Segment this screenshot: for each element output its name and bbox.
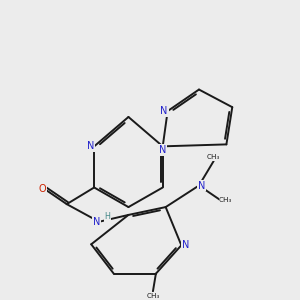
Text: N: N <box>198 181 206 190</box>
Text: N: N <box>93 217 100 227</box>
Text: N: N <box>160 106 168 116</box>
Text: H: H <box>104 212 110 221</box>
Text: CH₃: CH₃ <box>207 154 220 160</box>
Text: N: N <box>159 145 166 155</box>
Text: N: N <box>87 141 94 151</box>
Text: CH₃: CH₃ <box>146 293 160 299</box>
Text: N: N <box>182 240 189 250</box>
Text: O: O <box>38 184 46 194</box>
Text: CH₃: CH₃ <box>219 197 232 203</box>
